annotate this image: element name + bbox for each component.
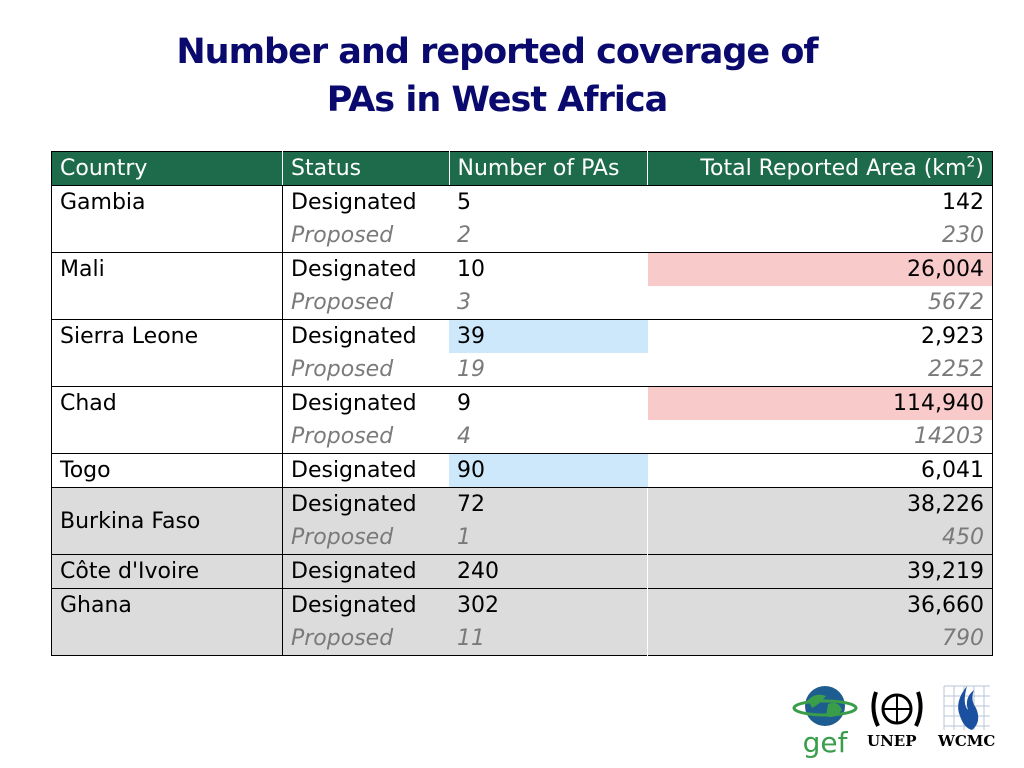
country-cell: Chad bbox=[51, 386, 283, 454]
status-cell: Designated bbox=[282, 185, 449, 219]
header-status: Status bbox=[282, 151, 449, 186]
country-cell: Gambia bbox=[51, 185, 283, 253]
area-cell: 14203 bbox=[914, 424, 984, 449]
country-cell: Ghana bbox=[51, 588, 283, 656]
partner-logos: gef UNEP WCMC bbox=[790, 680, 1005, 760]
status-cell: Proposed bbox=[291, 223, 394, 248]
area-cell: 39,219 bbox=[647, 554, 993, 589]
count-cell-highlighted: 90 bbox=[449, 453, 648, 488]
area-cell: 2,923 bbox=[647, 319, 993, 353]
status-cell: Designated bbox=[282, 453, 449, 488]
count-cell: 302 bbox=[449, 588, 648, 622]
country-cell: Côte d'Ivoire bbox=[51, 554, 283, 589]
unep-label: UNEP bbox=[867, 732, 917, 750]
group-cote-divoire: Côte d'Ivoire Designated 240 39,219 bbox=[51, 554, 993, 589]
country-cell: Sierra Leone bbox=[51, 319, 283, 387]
header-country: Country bbox=[51, 151, 283, 186]
count-cell: 3 bbox=[457, 290, 471, 315]
status-cell: Proposed bbox=[291, 424, 394, 449]
status-cell: Proposed bbox=[291, 290, 394, 315]
wcmc-emblem bbox=[943, 685, 990, 730]
area-cell: 790 bbox=[647, 622, 993, 656]
group-ghana: Ghana Designated 302 36,660 Proposed 11 … bbox=[51, 588, 993, 656]
group-burkina-faso: Burkina Faso Designated 72 38,226 Propos… bbox=[51, 487, 993, 555]
status-cell: Proposed bbox=[282, 622, 449, 656]
area-cell: 5672 bbox=[928, 290, 984, 315]
count-cell: 11 bbox=[449, 622, 648, 656]
count-cell: 19 bbox=[457, 357, 485, 382]
group-togo: Togo Designated 90 6,041 bbox=[51, 453, 993, 488]
count-cell: 4 bbox=[457, 424, 471, 449]
status-cell: Designated bbox=[282, 386, 449, 420]
table-row: Sierra Leone Designated 39 2,923 bbox=[51, 319, 993, 387]
table-row: Gambia Designated 5 142 bbox=[51, 185, 993, 253]
table-row: Proposed 2 230 bbox=[52, 219, 993, 253]
count-cell: 72 bbox=[449, 487, 648, 521]
area-cell: 230 bbox=[942, 223, 984, 248]
status-cell: Proposed bbox=[282, 521, 449, 555]
area-cell: 450 bbox=[647, 521, 993, 555]
area-cell: 6,041 bbox=[647, 453, 993, 488]
area-cell: 142 bbox=[647, 185, 993, 219]
group-chad: Chad Designated 9 114,940 Proposed 4 142… bbox=[51, 386, 993, 454]
count-cell-highlighted: 39 bbox=[449, 319, 648, 353]
area-cell-highlighted: 26,004 bbox=[647, 252, 993, 286]
status-cell: Proposed bbox=[291, 357, 394, 382]
area-cell: 38,226 bbox=[647, 487, 993, 521]
table-row: Togo Designated 90 6,041 bbox=[51, 453, 993, 488]
count-cell: 10 bbox=[449, 252, 648, 286]
table-row: Proposed 3 5672 bbox=[52, 286, 993, 320]
count-cell: 9 bbox=[449, 386, 648, 420]
table-row: Chad Designated 9 114,940 bbox=[51, 386, 993, 454]
table-row: Proposed 11 790 bbox=[52, 622, 993, 656]
table-row: Proposed 1 450 bbox=[52, 521, 993, 555]
header-count: Number of PAs bbox=[448, 151, 648, 186]
count-cell: 2 bbox=[457, 223, 471, 248]
count-cell: 5 bbox=[449, 185, 648, 219]
table-row: Ghana Designated 302 36,660 bbox=[51, 588, 993, 656]
status-cell: Designated bbox=[282, 554, 449, 589]
page-title: Number and reported coverage of PAs in W… bbox=[0, 28, 994, 124]
protected-areas-table: Country Status Number of PAs Total Repor… bbox=[51, 151, 993, 656]
status-cell: Designated bbox=[282, 487, 449, 521]
table-row: Proposed 4 14203 bbox=[52, 420, 993, 454]
gef-logo-text: gef bbox=[803, 726, 849, 758]
table-row: Côte d'Ivoire Designated 240 39,219 bbox=[51, 554, 993, 589]
status-cell: Designated bbox=[282, 588, 449, 622]
table-row: Burkina Faso Designated 72 38,226 bbox=[51, 487, 993, 555]
count-cell: 240 bbox=[449, 554, 648, 589]
header-row: Country Status Number of PAs Total Repor… bbox=[51, 151, 993, 186]
status-cell: Designated bbox=[282, 252, 449, 286]
header-area: Total Reported Area (km2) bbox=[647, 151, 993, 186]
title-line-1: Number and reported coverage of bbox=[176, 32, 818, 72]
country-cell: Togo bbox=[51, 453, 283, 488]
group-sierra-leone: Sierra Leone Designated 39 2,923 Propose… bbox=[51, 319, 993, 387]
table-row: Proposed 19 2252 bbox=[52, 353, 993, 387]
wcmc-label: WCMC bbox=[938, 732, 996, 750]
country-cell: Mali bbox=[51, 252, 283, 320]
status-cell: Designated bbox=[282, 319, 449, 353]
group-mali: Mali Designated 10 26,004 Proposed 3 567… bbox=[51, 252, 993, 320]
count-cell: 1 bbox=[449, 521, 648, 555]
country-cell: Burkina Faso bbox=[51, 487, 283, 555]
title-line-2: PAs in West Africa bbox=[326, 80, 668, 120]
group-gambia: Gambia Designated 5 142 Proposed 2 230 bbox=[51, 185, 993, 253]
area-cell: 2252 bbox=[928, 357, 984, 382]
gef-logo: gef bbox=[792, 686, 858, 758]
area-cell: 36,660 bbox=[647, 588, 993, 622]
unep-emblem bbox=[871, 691, 923, 727]
table-row: Mali Designated 10 26,004 bbox=[51, 252, 993, 320]
area-cell-highlighted: 114,940 bbox=[647, 386, 993, 420]
